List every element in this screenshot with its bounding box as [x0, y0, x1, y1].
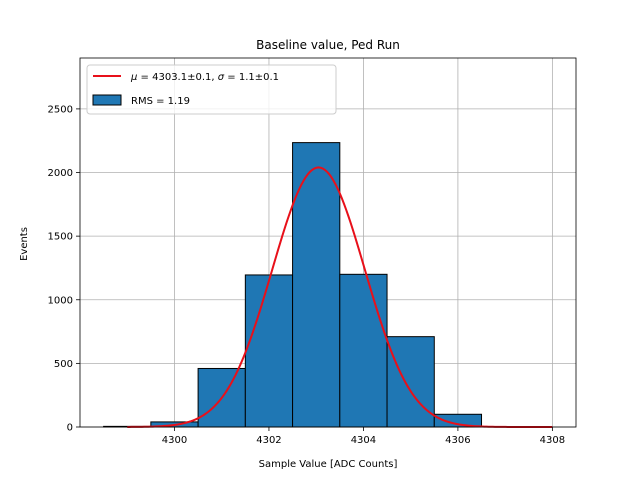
x-tick-label: 4300: [162, 435, 187, 446]
y-tick-label: 1500: [48, 232, 73, 243]
legend-sigma-value: = 1.1±0.1: [224, 72, 279, 83]
histogram-bars: [103, 142, 483, 428]
y-axis-ticks: 0 500 1000 1500 2000 2500: [48, 104, 80, 434]
legend-histogram-swatch: [92, 94, 122, 106]
x-tick-label: 4308: [540, 435, 565, 446]
x-tick-label: 4302: [256, 435, 281, 446]
x-axis-label: Sample Value [ADC Counts]: [259, 459, 398, 470]
histogram-bar: [339, 273, 388, 428]
legend-fit-label: μ = 4303.1±0.1, σ = 1.1±0.1: [130, 72, 279, 83]
x-tick-label: 4304: [351, 435, 376, 446]
legend: μ = 4303.1±0.1, σ = 1.1±0.1 RMS = 1.19: [86, 64, 337, 115]
histogram-bar: [386, 336, 435, 428]
legend-box: [86, 64, 337, 115]
y-tick-label: 500: [54, 359, 73, 370]
x-tick-label: 4306: [445, 435, 470, 446]
chart-title: Baseline value, Ped Run: [256, 38, 400, 52]
legend-histogram-label: RMS = 1.19: [131, 96, 190, 107]
legend-mu-value: = 4303.1±0.1,: [137, 72, 217, 83]
x-axis-ticks: 4300 4302 4304 4306 4308: [162, 427, 565, 446]
legend-mu-symbol: μ: [130, 72, 137, 83]
gaussian-fit-curve: [127, 166, 553, 428]
legend-sigma-symbol: σ: [218, 72, 225, 83]
y-tick-label: 1000: [48, 295, 73, 306]
y-tick-label: 2000: [48, 168, 73, 179]
histogram-bar: [244, 274, 294, 428]
y-tick-label: 0: [67, 423, 73, 434]
y-tick-label: 2500: [48, 104, 73, 115]
y-axis-label: Events: [19, 227, 30, 261]
plot-frame: [79, 57, 577, 428]
histogram-bar: [292, 142, 341, 428]
